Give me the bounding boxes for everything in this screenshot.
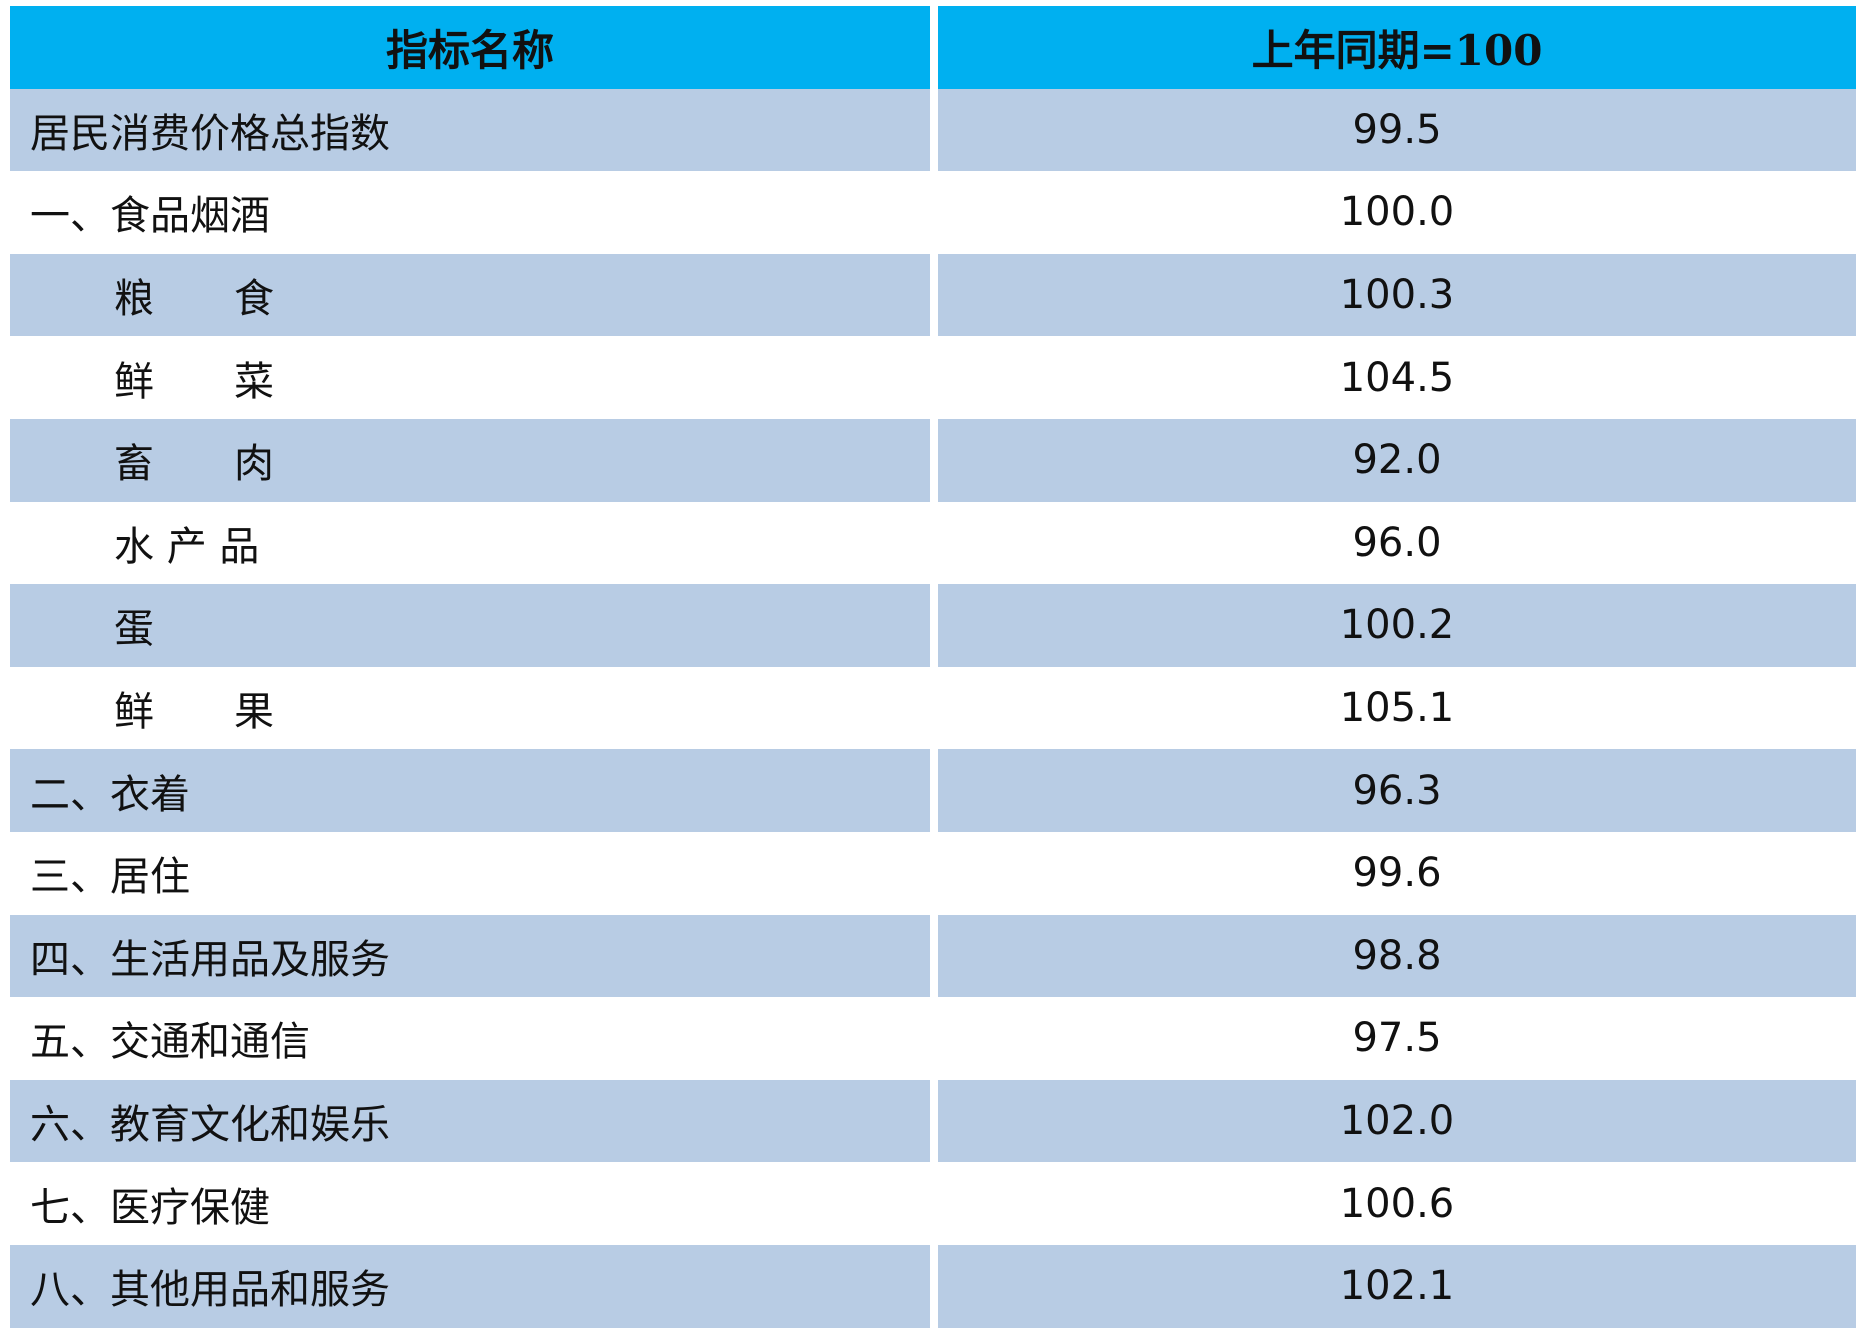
table-row: 七、医疗保健 100.6 — [10, 1162, 1856, 1245]
row-value: 104.5 — [938, 336, 1856, 419]
row-name: 三、居住 — [10, 831, 930, 915]
row-value: 105.1 — [938, 666, 1856, 750]
table-row: 六、教育文化和娱乐 102.0 — [10, 1079, 1856, 1163]
table-row: 鲜 果 105.1 — [10, 666, 1856, 750]
row-value: 102.1 — [938, 1244, 1856, 1328]
row-name: 四、生活用品及服务 — [10, 914, 930, 998]
row-name: 二、衣着 — [10, 749, 930, 832]
row-value: 96.3 — [938, 749, 1856, 832]
row-value: 100.2 — [938, 584, 1856, 667]
table-row: 粮 食 100.3 — [10, 253, 1856, 337]
row-value: 100.0 — [938, 171, 1856, 254]
row-value: 97.5 — [938, 997, 1856, 1080]
row-value: 99.5 — [938, 88, 1856, 172]
row-name: 六、教育文化和娱乐 — [10, 1079, 930, 1163]
table-row: 一、食品烟酒 100.0 — [10, 171, 1856, 254]
table-row: 蛋 100.2 — [10, 584, 1856, 667]
table-row: 八、其他用品和服务 102.1 — [10, 1244, 1856, 1328]
header-value-column: 上年同期=100 — [938, 6, 1856, 89]
row-value: 92.0 — [938, 418, 1856, 502]
table-row: 四、生活用品及服务 98.8 — [10, 914, 1856, 998]
row-name: 鲜 菜 — [10, 336, 930, 419]
row-name: 五、交通和通信 — [10, 997, 930, 1080]
row-name: 粮 食 — [10, 253, 930, 337]
header-name-column: 指标名称 — [10, 6, 930, 89]
row-name: 一、食品烟酒 — [10, 171, 930, 254]
row-value: 100.3 — [938, 253, 1856, 337]
table-row: 三、居住 99.6 — [10, 831, 1856, 915]
row-value: 99.6 — [938, 831, 1856, 915]
row-name: 居民消费价格总指数 — [10, 88, 930, 172]
row-name: 蛋 — [10, 584, 930, 667]
row-value: 102.0 — [938, 1079, 1856, 1163]
row-name: 七、医疗保健 — [10, 1162, 930, 1245]
row-value: 100.6 — [938, 1162, 1856, 1245]
row-name: 八、其他用品和服务 — [10, 1244, 930, 1328]
row-value: 96.0 — [938, 501, 1856, 585]
row-name: 鲜 果 — [10, 666, 930, 750]
row-value: 98.8 — [938, 914, 1856, 998]
table-row: 水 产 品 96.0 — [10, 501, 1856, 585]
table-row: 居民消费价格总指数 99.5 — [10, 88, 1856, 172]
table-row: 鲜 菜 104.5 — [10, 336, 1856, 419]
row-name: 畜 肉 — [10, 418, 930, 502]
table-row: 五、交通和通信 97.5 — [10, 997, 1856, 1080]
table-row: 二、衣着 96.3 — [10, 749, 1856, 832]
price-index-table: 指标名称 上年同期=100 居民消费价格总指数 99.5 一、食品烟酒 100.… — [10, 6, 1856, 1328]
row-name: 水 产 品 — [10, 501, 930, 585]
table-header-row: 指标名称 上年同期=100 — [10, 6, 1856, 89]
table-row: 畜 肉 92.0 — [10, 418, 1856, 502]
